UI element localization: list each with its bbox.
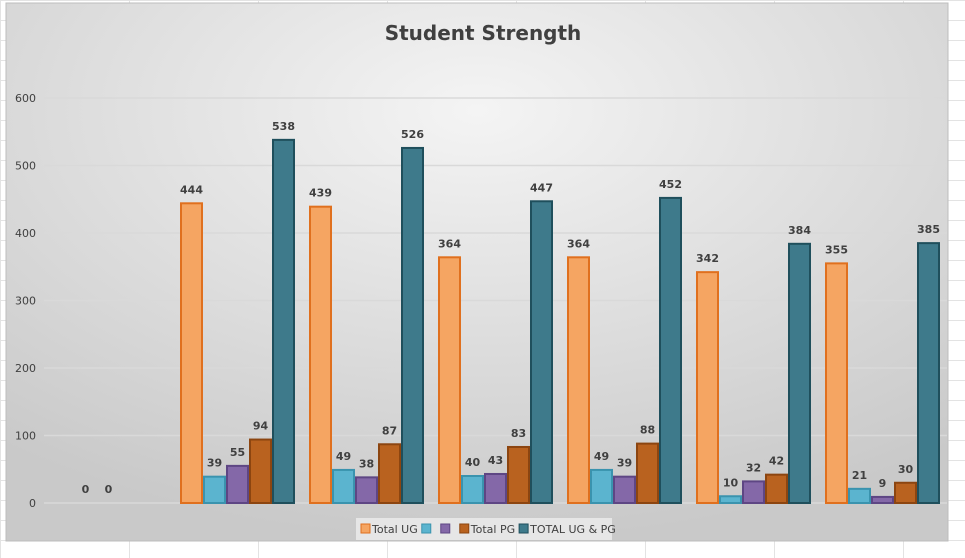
bar[interactable] — [894, 481, 917, 504]
y-tick-label: 200 — [15, 362, 36, 375]
bar[interactable] — [530, 200, 553, 504]
legend-swatch — [360, 523, 371, 534]
legend-swatch — [459, 523, 470, 534]
bar[interactable] — [567, 256, 590, 504]
bar[interactable] — [917, 242, 940, 504]
legend-swatch — [440, 523, 451, 534]
y-tick-label: 100 — [15, 430, 36, 443]
bar[interactable] — [590, 468, 613, 504]
bar[interactable] — [309, 205, 332, 505]
bar[interactable] — [438, 256, 461, 504]
bar[interactable] — [788, 242, 811, 505]
bar[interactable] — [636, 442, 659, 505]
legend-swatch — [518, 523, 529, 534]
y-tick-label: 300 — [15, 295, 36, 308]
data-label: 0 — [105, 483, 113, 496]
legend-label: TOTAL UG & PG — [529, 523, 616, 536]
bar[interactable] — [355, 476, 378, 505]
data-label: 21 — [852, 469, 867, 482]
data-label: 0 — [82, 483, 90, 496]
data-label: 42 — [769, 455, 784, 468]
data-label: 49 — [336, 450, 351, 463]
legend-label: Total PG — [470, 523, 515, 536]
y-tick-label: 600 — [15, 92, 36, 105]
chart-title: Student Strength — [385, 21, 582, 45]
data-label: 526 — [401, 128, 424, 141]
data-label: 30 — [898, 463, 914, 476]
bar[interactable] — [378, 443, 401, 504]
bar[interactable] — [484, 472, 507, 505]
bar[interactable] — [203, 475, 226, 504]
bar[interactable] — [461, 475, 484, 504]
bar[interactable] — [742, 480, 765, 504]
bar[interactable] — [226, 464, 249, 504]
bar[interactable] — [249, 438, 272, 504]
data-label: 355 — [825, 243, 848, 256]
data-label: 452 — [659, 178, 682, 191]
data-label: 384 — [788, 224, 811, 237]
data-label: 40 — [465, 456, 481, 469]
data-label: 94 — [253, 420, 269, 433]
data-label: 49 — [594, 450, 609, 463]
bar[interactable] — [332, 468, 355, 504]
data-label: 32 — [746, 461, 761, 474]
y-tick-label: 0 — [29, 497, 36, 510]
y-tick-label: 400 — [15, 227, 36, 240]
data-label: 447 — [530, 181, 553, 194]
data-label: 55 — [230, 446, 245, 459]
data-label: 10 — [723, 476, 739, 489]
data-label: 39 — [617, 457, 632, 470]
data-label: 9 — [879, 477, 887, 490]
bar[interactable] — [613, 475, 636, 504]
data-label: 38 — [359, 457, 374, 470]
data-label: 87 — [382, 424, 397, 437]
y-tick-label: 500 — [15, 160, 36, 173]
bar[interactable] — [765, 473, 788, 504]
bar[interactable] — [848, 487, 871, 505]
data-label: 439 — [309, 187, 332, 200]
data-label: 43 — [488, 454, 503, 467]
data-label: 444 — [180, 183, 203, 196]
data-label: 538 — [272, 120, 295, 133]
legend — [356, 518, 612, 540]
data-label: 342 — [696, 252, 719, 265]
bar[interactable] — [272, 138, 295, 504]
bar[interactable] — [696, 271, 719, 504]
bar[interactable] — [180, 202, 203, 505]
bar[interactable] — [507, 445, 530, 505]
bar[interactable] — [659, 196, 682, 504]
bar[interactable] — [719, 495, 742, 504]
bar[interactable] — [401, 146, 424, 504]
bar[interactable] — [825, 262, 848, 504]
legend-swatch — [421, 523, 432, 534]
data-label: 364 — [438, 237, 461, 250]
data-label: 385 — [917, 223, 940, 236]
legend-label: Total UG — [371, 523, 418, 536]
data-label: 39 — [207, 457, 222, 470]
data-label: 83 — [511, 427, 526, 440]
data-label: 364 — [567, 237, 590, 250]
data-label: 88 — [640, 424, 655, 437]
bar[interactable] — [871, 495, 894, 504]
